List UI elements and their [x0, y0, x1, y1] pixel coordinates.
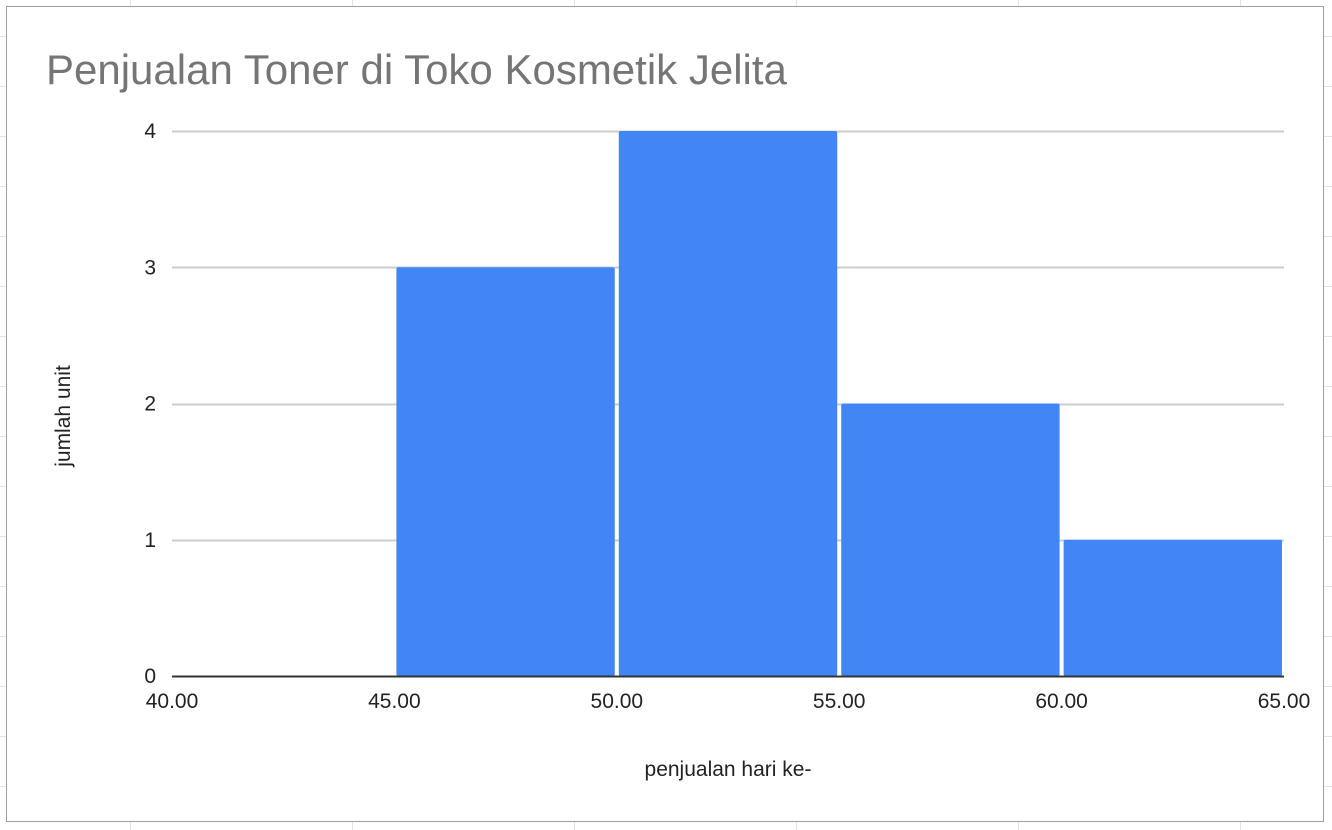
- bars: [396, 131, 1282, 676]
- y-tick-label: 4: [144, 120, 156, 143]
- x-axis-title: penjualan hari ke-: [645, 758, 812, 781]
- x-tick-label: 40.00: [146, 690, 199, 713]
- y-tick-label: 3: [144, 256, 156, 279]
- x-tick-label: 50.00: [591, 690, 644, 713]
- y-axis-ticks: 0 1 2 3 4: [144, 120, 156, 688]
- x-axis-ticks: 40.00 45.00 50.00 55.00 60.00 65.00: [146, 690, 1311, 713]
- bar-1[interactable]: [396, 267, 615, 676]
- y-tick-label: 1: [144, 529, 156, 552]
- x-tick-label: 65.00: [1258, 690, 1311, 713]
- chart-title: Penjualan Toner di Toko Kosmetik Jelita: [46, 46, 788, 93]
- y-tick-label: 2: [144, 393, 156, 416]
- x-tick-label: 60.00: [1035, 690, 1088, 713]
- bar-3[interactable]: [841, 403, 1060, 677]
- y-axis-title: jumlah unit: [52, 365, 75, 468]
- bar-2[interactable]: [618, 131, 838, 676]
- bar-4[interactable]: [1063, 539, 1282, 676]
- x-tick-label: 55.00: [813, 690, 866, 713]
- y-tick-label: 0: [144, 665, 156, 688]
- x-tick-label: 45.00: [368, 690, 421, 713]
